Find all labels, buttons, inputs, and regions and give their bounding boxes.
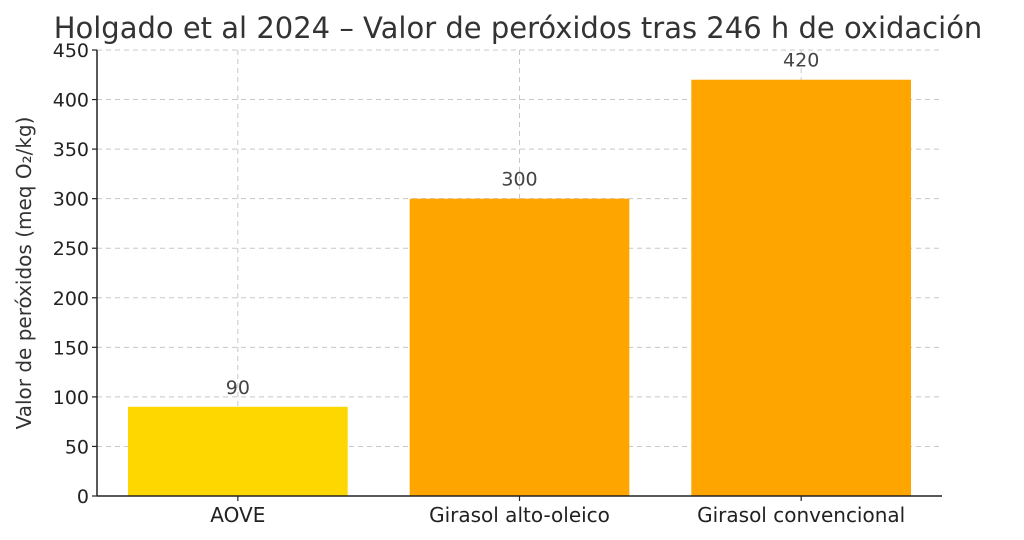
x-tick-label: AOVE (210, 503, 265, 527)
y-tick-label: 300 (53, 189, 89, 211)
data-label: 420 (783, 50, 819, 72)
x-tick-label: Girasol alto-oleico (429, 503, 610, 527)
y-axis-label: Valor de peróxidos (meq O₂/kg) (12, 117, 36, 430)
chart-title: Holgado et al 2024 – Valor de peróxidos … (54, 11, 983, 45)
y-tick-label: 0 (77, 486, 89, 508)
y-tick-label: 350 (53, 139, 89, 161)
y-ticks: 0 50 100 150 200 250 300 350 400 450 (53, 40, 97, 508)
x-ticks: AOVE Girasol alto-oleico Girasol convencio… (210, 496, 905, 527)
y-tick-label: 200 (53, 288, 89, 310)
y-tick-label: 150 (53, 337, 89, 359)
x-tick-label: Girasol convencional (697, 503, 905, 527)
bars (127, 79, 912, 496)
y-tick-label: 400 (53, 90, 89, 112)
data-label: 90 (226, 377, 250, 399)
y-tick-label: 250 (53, 238, 89, 260)
y-tick-label: 450 (53, 40, 89, 62)
y-tick-label: 100 (53, 387, 89, 409)
y-tick-label: 50 (65, 436, 89, 458)
bar (691, 79, 912, 496)
bar (127, 406, 348, 496)
data-labels: 90 300 420 (226, 50, 820, 399)
bar (409, 198, 630, 496)
data-label: 300 (501, 169, 537, 191)
